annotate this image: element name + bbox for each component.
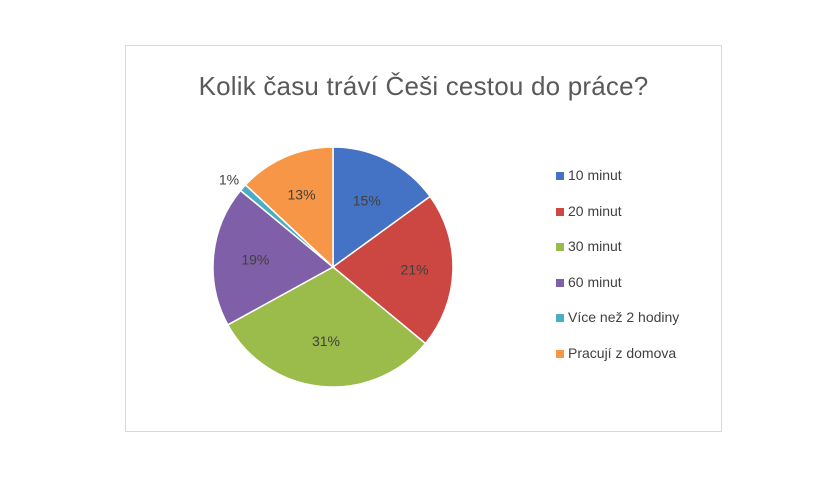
pie-slice-2	[331, 195, 454, 345]
data-label-6: 13%	[288, 186, 316, 202]
data-label-2: 21%	[401, 262, 429, 278]
legend-swatch	[556, 172, 564, 180]
legend-label: 30 minut	[568, 238, 622, 254]
legend-swatch	[556, 243, 564, 251]
legend-item-2: 20 minut	[556, 203, 736, 223]
data-label-1: 15%	[353, 193, 381, 209]
chart-frame: Kolik času tráví Češi cestou do práce? 1…	[125, 45, 722, 432]
legend-swatch	[556, 349, 564, 358]
chart-title: Kolik času tráví Češi cestou do práce?	[198, 71, 649, 101]
data-label-5: 1%	[219, 172, 239, 188]
pie-slice-4	[212, 189, 335, 326]
legend-swatch	[556, 314, 564, 322]
legend-label: 20 minut	[568, 202, 622, 219]
pie-slice-1	[332, 146, 432, 269]
legend-swatch	[556, 207, 564, 216]
legend-item-4: 60 minut	[556, 274, 736, 294]
legend-label: Pracují z domova	[568, 344, 677, 361]
legend-item-6: Pracují z domova	[556, 345, 736, 365]
legend-item-5: Více než 2 hodiny	[556, 309, 736, 329]
data-label-4: 19%	[241, 252, 269, 268]
legend-swatch	[556, 278, 564, 287]
legend-label: 60 minut	[568, 273, 622, 290]
pie-slice-6	[244, 146, 334, 269]
pie-slice-3	[226, 266, 427, 388]
data-label-3: 31%	[312, 333, 340, 349]
pie-chart: 15% 21% 31% 19% 1% 13%	[212, 146, 454, 388]
legend-item-3: 30 minut	[556, 238, 736, 258]
legend-label: 10 minut	[568, 167, 622, 183]
legend-item-1: 10 minut	[556, 167, 736, 187]
legend-label: Více než 2 hodiny	[568, 309, 680, 325]
